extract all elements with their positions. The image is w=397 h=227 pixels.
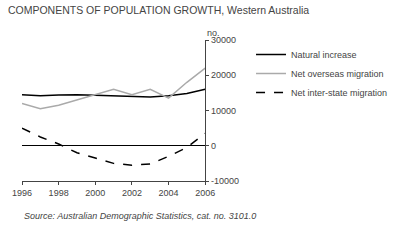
svg-text:10000: 10000: [211, 106, 236, 116]
svg-text:no.: no.: [207, 28, 220, 38]
svg-text:20000: 20000: [211, 70, 236, 80]
svg-text:1998: 1998: [49, 188, 69, 198]
svg-text:1996: 1996: [12, 188, 32, 198]
svg-text:Net overseas migration: Net overseas migration: [291, 69, 384, 79]
svg-text:Source: Australian Demographic: Source: Australian Demographic Statistic…: [24, 211, 256, 221]
svg-text:30000: 30000: [211, 35, 236, 45]
svg-text:2004: 2004: [159, 188, 179, 198]
svg-text:Net inter-state migration: Net inter-state migration: [291, 88, 387, 98]
svg-text:0: 0: [211, 141, 216, 151]
svg-text:COMPONENTS OF POPULATION GROWT: COMPONENTS OF POPULATION GROWTH, Western…: [8, 4, 309, 16]
svg-text:2000: 2000: [85, 188, 105, 198]
svg-text:-10000: -10000: [211, 176, 239, 186]
svg-text:Natural increase: Natural increase: [291, 50, 357, 60]
svg-text:2006: 2006: [195, 188, 215, 198]
svg-text:2002: 2002: [122, 188, 142, 198]
